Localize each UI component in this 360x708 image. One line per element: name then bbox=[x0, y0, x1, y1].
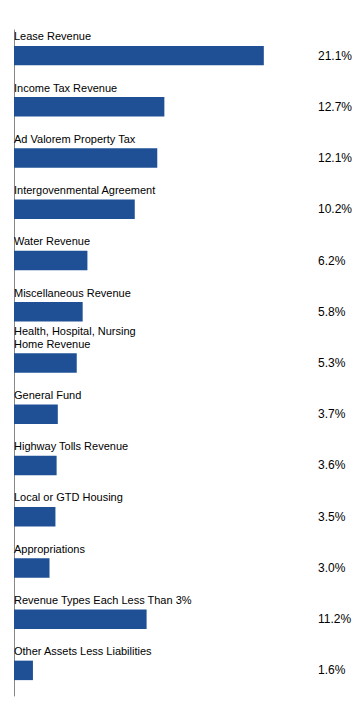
svg-text:Local or GTD Housing: Local or GTD Housing bbox=[14, 491, 123, 503]
svg-text:Intergovenmental Agreement: Intergovenmental Agreement bbox=[14, 184, 155, 196]
svg-text:3.5%: 3.5% bbox=[318, 510, 346, 524]
svg-text:12.7%: 12.7% bbox=[318, 100, 352, 114]
svg-text:General Fund: General Fund bbox=[14, 389, 81, 401]
svg-text:11.2%: 11.2% bbox=[318, 612, 351, 626]
svg-text:3.7%: 3.7% bbox=[318, 407, 346, 421]
svg-text:Water Revenue: Water Revenue bbox=[14, 235, 90, 247]
svg-text:21.1%: 21.1% bbox=[318, 49, 352, 63]
svg-text:Revenue Types Each Less Than 3: Revenue Types Each Less Than 3% bbox=[14, 594, 192, 606]
svg-text:Appropriations: Appropriations bbox=[14, 543, 85, 555]
svg-text:3.0%: 3.0% bbox=[318, 561, 346, 575]
svg-text:6.2%: 6.2% bbox=[318, 254, 346, 268]
svg-text:Highway Tolls Revenue: Highway Tolls Revenue bbox=[14, 440, 128, 452]
svg-text:Income Tax Revenue: Income Tax Revenue bbox=[14, 82, 117, 94]
svg-text:3.6%: 3.6% bbox=[318, 458, 346, 472]
svg-text:Lease Revenue: Lease Revenue bbox=[14, 30, 91, 42]
svg-text:1.6%: 1.6% bbox=[318, 663, 346, 677]
svg-text:12.1%: 12.1% bbox=[318, 151, 352, 165]
svg-text:Home Revenue: Home Revenue bbox=[14, 338, 90, 350]
svg-text:Other Assets Less Liabilities: Other Assets Less Liabilities bbox=[14, 645, 152, 657]
svg-text:10.2%: 10.2% bbox=[318, 202, 352, 216]
svg-text:Miscellaneous Revenue: Miscellaneous Revenue bbox=[14, 287, 131, 299]
svg-text:Ad Valorem Property Tax: Ad Valorem Property Tax bbox=[14, 133, 136, 145]
svg-text:5.8%: 5.8% bbox=[318, 305, 346, 319]
svg-text:5.3%: 5.3% bbox=[318, 356, 346, 370]
svg-text:Health, Hospital, Nursing: Health, Hospital, Nursing bbox=[14, 325, 136, 337]
